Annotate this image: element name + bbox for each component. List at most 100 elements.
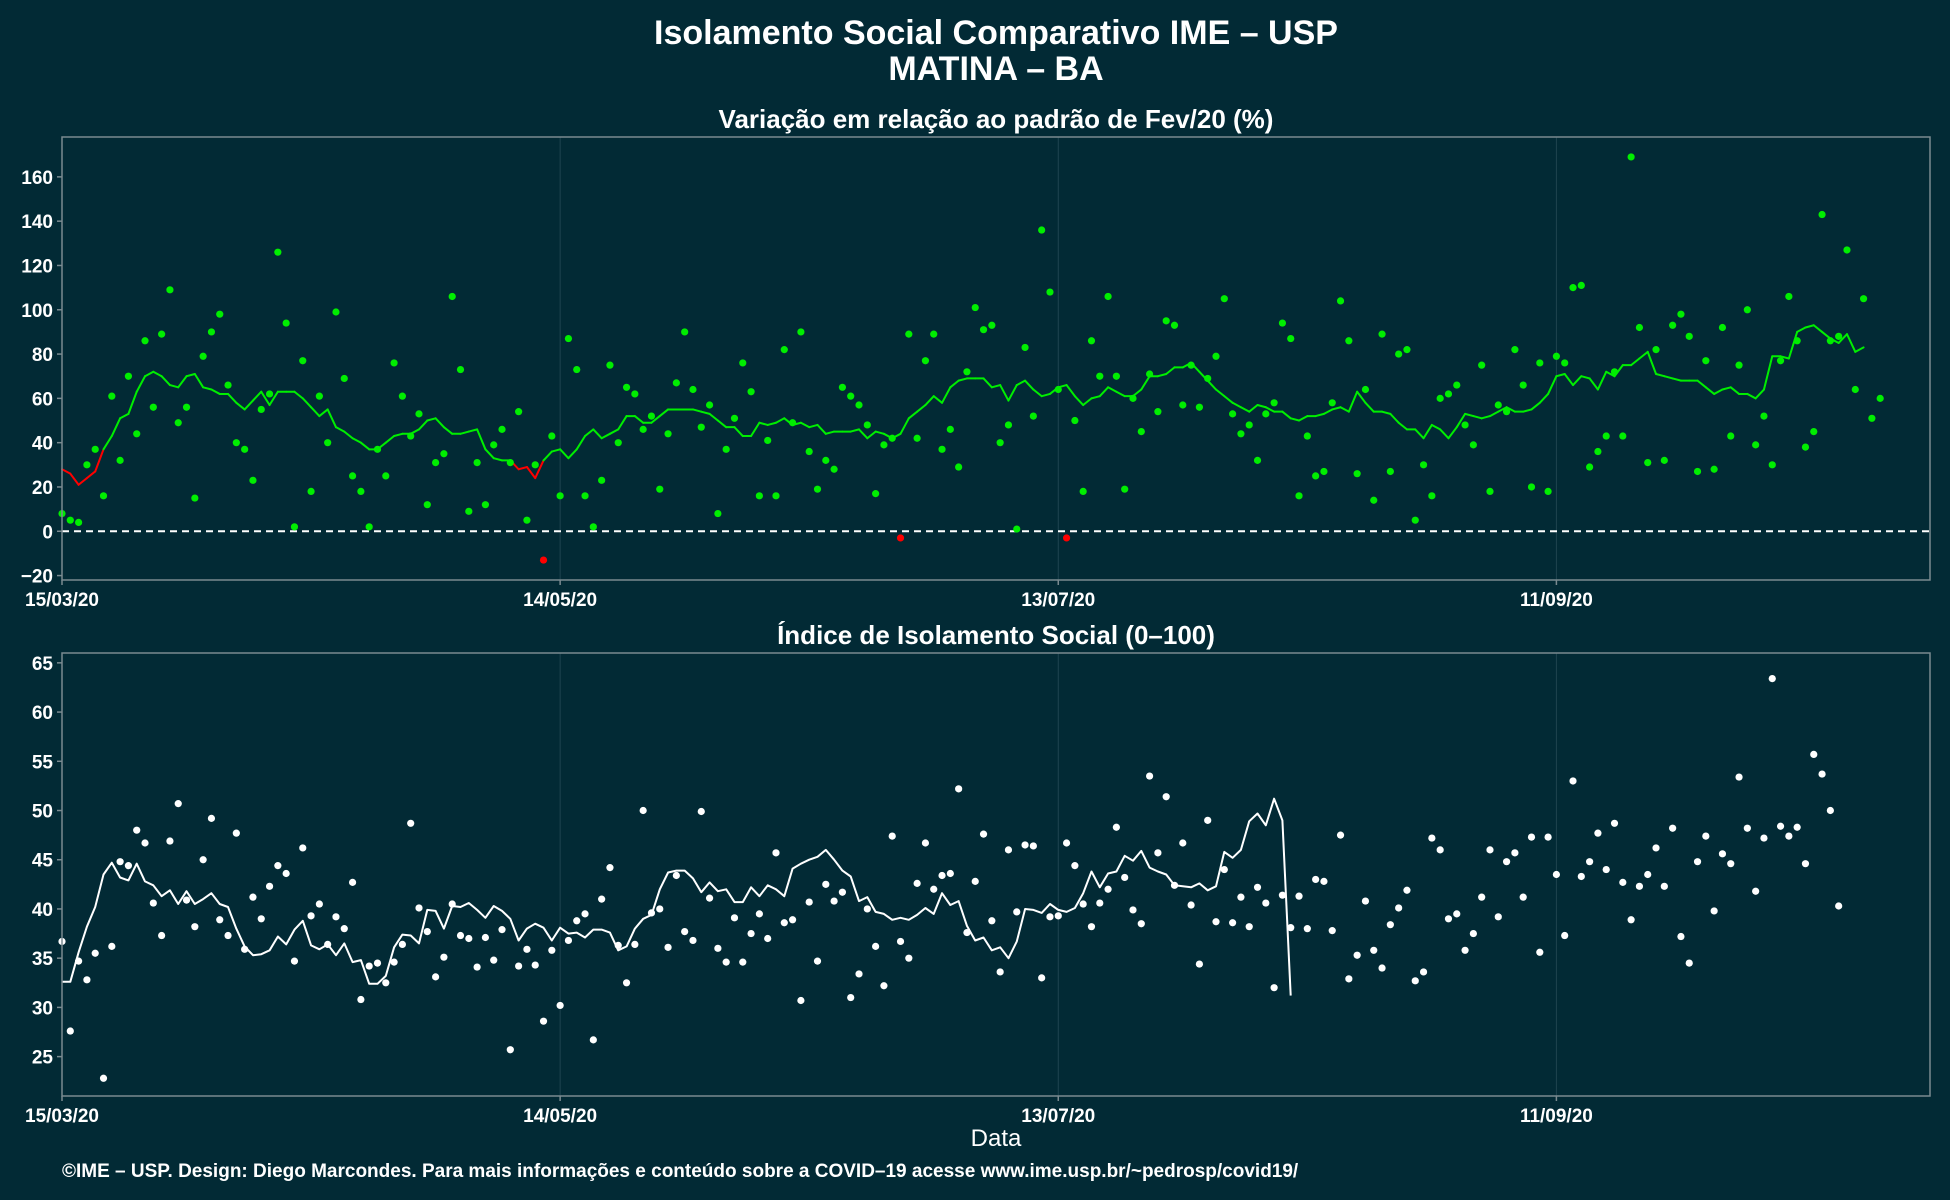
data-point <box>1096 899 1104 907</box>
data-point <box>1079 900 1087 908</box>
data-point <box>1179 839 1187 847</box>
data-point <box>1743 824 1751 832</box>
data-point <box>1752 441 1760 449</box>
data-point <box>1735 773 1743 781</box>
data-point <box>539 1017 548 1025</box>
moving-average-segment <box>1331 406 1342 411</box>
data-point <box>1502 408 1511 416</box>
data-point <box>1187 901 1195 909</box>
data-point <box>747 929 755 938</box>
moving-average-segment <box>1430 423 1442 431</box>
moving-average-segment <box>1804 324 1815 329</box>
moving-average-segment <box>1588 377 1599 391</box>
data-point <box>1212 352 1220 360</box>
y-tick-label: 160 <box>21 168 53 189</box>
data-point <box>506 1046 514 1054</box>
data-point <box>423 501 431 509</box>
data-point <box>905 330 913 338</box>
footer-credit: ©IME – USP. Design: Diego Marcondes. Par… <box>62 1161 1299 1182</box>
data-point <box>182 896 191 904</box>
data-point <box>1635 323 1644 332</box>
data-point <box>697 423 705 431</box>
x-tick-label: 15/03/20 <box>25 1106 99 1127</box>
moving-average-segment <box>999 384 1010 402</box>
data-point <box>1469 441 1477 449</box>
data-point <box>166 286 174 294</box>
data-point <box>1801 443 1810 451</box>
data-point <box>191 494 199 502</box>
data-point <box>1104 292 1112 301</box>
data-point <box>639 806 647 815</box>
data-point <box>249 476 257 484</box>
data-point <box>1801 860 1810 868</box>
y-tick-label: 140 <box>21 212 53 233</box>
moving-average-segment <box>1663 375 1674 380</box>
data-point <box>1253 883 1262 891</box>
data-point <box>1021 841 1029 849</box>
data-point <box>938 871 946 880</box>
data-point <box>390 359 398 367</box>
moving-average-segment <box>899 417 910 435</box>
data-point <box>1062 534 1071 542</box>
data-point <box>440 450 448 458</box>
data-point <box>373 959 382 967</box>
data-point <box>1586 463 1594 471</box>
data-point <box>1104 885 1112 893</box>
data-point <box>265 390 274 398</box>
panel-border <box>61 652 1931 1097</box>
data-point <box>465 934 473 943</box>
data-point <box>946 425 954 433</box>
data-point <box>1502 858 1511 866</box>
data-point <box>606 361 614 369</box>
data-point <box>1195 403 1204 411</box>
data-point <box>116 456 124 464</box>
moving-average-segment <box>1787 330 1799 360</box>
moving-average-segment <box>633 415 645 424</box>
data-point <box>1627 916 1635 924</box>
data-point <box>971 303 979 312</box>
data-point <box>880 441 888 449</box>
moving-average-segment <box>1488 410 1500 418</box>
data-point <box>1818 210 1826 219</box>
data-point <box>1270 399 1278 407</box>
data-point <box>1436 846 1444 854</box>
moving-average-segment <box>1464 412 1475 418</box>
data-point <box>971 877 979 885</box>
data-point <box>257 915 265 923</box>
data-point <box>938 445 946 453</box>
moving-average-segment <box>1414 428 1425 440</box>
data-point <box>1660 882 1668 890</box>
data-point <box>772 849 780 857</box>
moving-average-segment <box>467 428 479 433</box>
data-point <box>232 829 240 837</box>
data-point <box>705 401 714 409</box>
data-point <box>647 909 656 917</box>
data-point <box>1320 877 1328 885</box>
y-tick-label: 20 <box>32 478 53 499</box>
data-point <box>365 962 373 970</box>
moving-average-segment <box>1696 379 1707 389</box>
data-point <box>1237 430 1245 438</box>
data-point <box>631 940 639 948</box>
data-point <box>822 456 830 464</box>
moving-average-segment <box>808 423 819 429</box>
moving-average-segment <box>1779 355 1790 360</box>
data-point <box>481 933 490 942</box>
data-point <box>1220 865 1228 874</box>
moving-average-segment <box>251 390 263 402</box>
moving-average-segment <box>359 441 371 451</box>
moving-average-segment <box>1073 395 1085 407</box>
x-tick-label: 15/03/20 <box>25 590 99 611</box>
data-point <box>166 837 174 845</box>
moving-average-segment <box>1032 388 1043 398</box>
moving-average-segment <box>243 399 254 411</box>
data-point <box>1776 357 1785 365</box>
data-point <box>705 894 714 902</box>
data-point <box>581 492 589 500</box>
moving-average-segment <box>426 417 437 422</box>
data-point <box>216 310 224 318</box>
data-point <box>564 334 573 343</box>
moving-average-segment <box>351 437 362 444</box>
moving-average-segment <box>1389 412 1400 424</box>
